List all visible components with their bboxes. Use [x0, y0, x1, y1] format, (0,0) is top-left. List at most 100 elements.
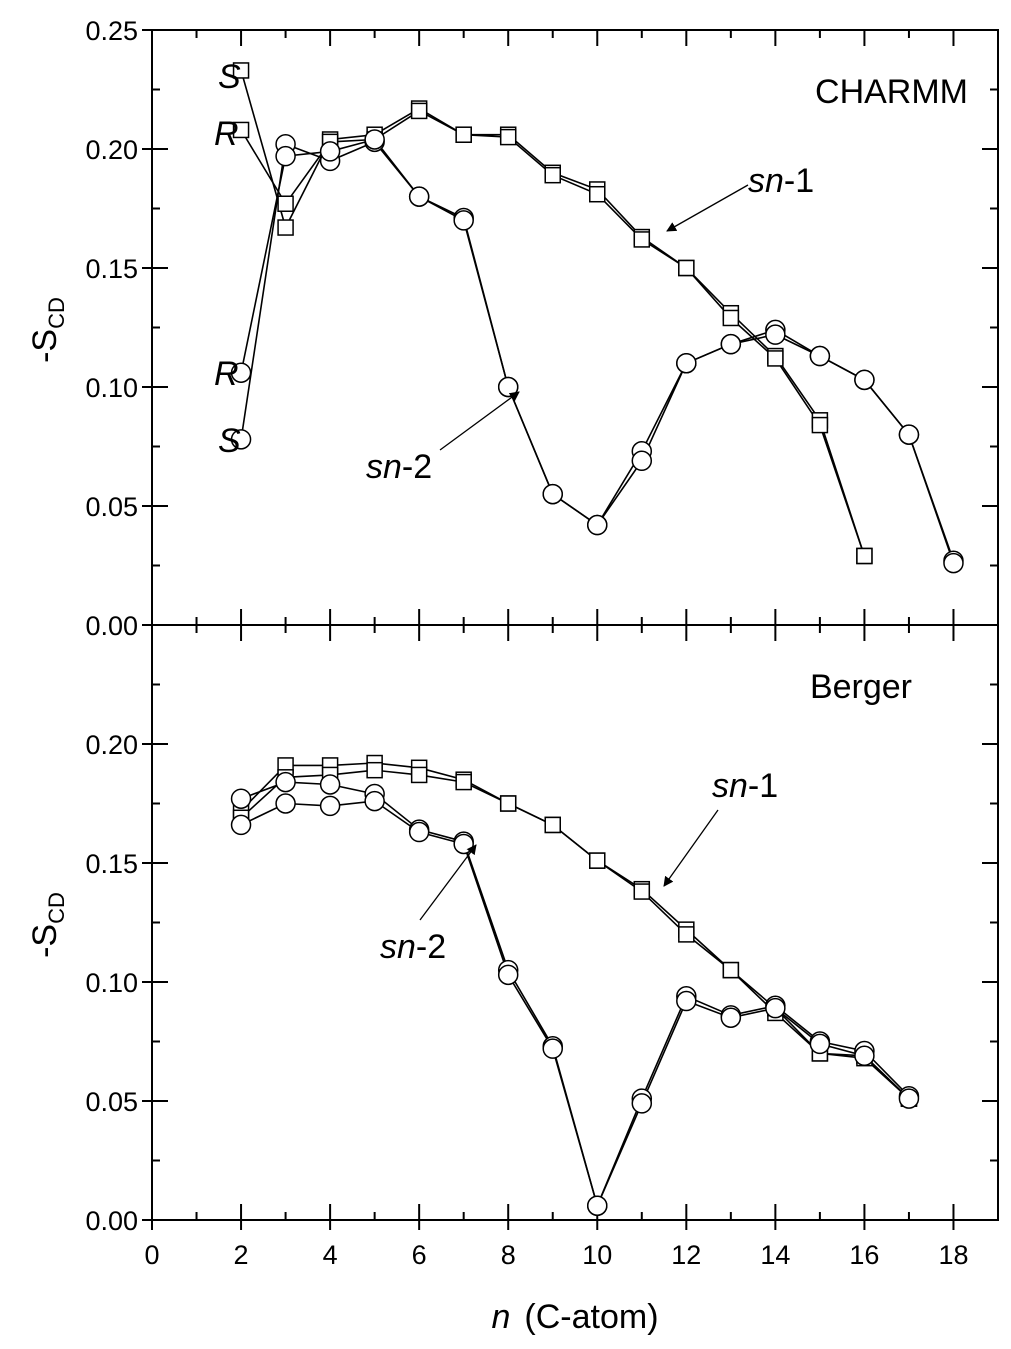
bottom-data-point-circle [631, 1093, 653, 1114]
bottom-sn2-label-italic: sn [380, 928, 416, 966]
bottom-data-point-square [410, 766, 428, 784]
x-tick-label: 4 [323, 1240, 338, 1270]
top-sn1-label: sn-1 [748, 162, 814, 200]
bottom-data-point-circle [408, 821, 430, 843]
bottom-data-point-square [455, 773, 472, 791]
bottom-data-point-circle [898, 1088, 920, 1109]
bottom-y-tick-label: 0.05 [85, 1087, 138, 1117]
bottom-data-point-circle [587, 1195, 608, 1216]
x-tick-label: 0 [144, 1240, 159, 1270]
bottom-y-axis-title-sub: CD [44, 892, 69, 924]
x-axis-title-unit: (C-atom) [524, 1298, 658, 1336]
top-sn2-label: sn-2 [366, 448, 432, 486]
top-data-point-square [856, 547, 873, 565]
annotation-circle-r: R [214, 355, 239, 393]
annotation-circle-s: S [218, 422, 241, 460]
top-data-point-circle [319, 141, 341, 162]
top-panel-label: CHARMM [815, 73, 968, 111]
bottom-data-point-circle [230, 788, 252, 809]
x-tick-label: 6 [412, 1240, 427, 1270]
top-data-point-circle [497, 376, 519, 398]
annotation-square-r: R [214, 115, 239, 153]
top-y-tick-label: 0.10 [85, 373, 138, 403]
top-data-point-circle [898, 424, 920, 445]
top-y-tick-label: 0.20 [85, 135, 138, 165]
bottom-series-line-circle [240, 800, 910, 1209]
top-data-point-square [544, 166, 561, 184]
top-data-point-circle [364, 129, 385, 150]
bottom-data-point-circle [854, 1045, 875, 1067]
top-data-point-square [232, 121, 250, 139]
top-panel-frame [151, 29, 999, 626]
top-data-point-square [499, 128, 517, 146]
x-tick-label: 8 [501, 1240, 516, 1270]
top-data-point-circle [720, 333, 742, 355]
bottom-data-point-circle [364, 790, 385, 812]
x-axis-title: n (C-atom) [491, 1298, 658, 1336]
top-data-point-circle [676, 352, 697, 374]
annotation-square-s: S [218, 58, 241, 96]
bottom-data-point-square [678, 926, 695, 943]
bottom-sn1-label-italic: sn [712, 767, 748, 805]
top-data-point-square [277, 219, 294, 236]
bottom-data-point-circle [720, 1007, 742, 1028]
top-series-line-circle [240, 140, 955, 561]
top-data-point-square [455, 126, 472, 143]
top-data-point-square [722, 309, 740, 327]
bottom-y-tick-label: 0.10 [85, 968, 138, 998]
top-data-point-circle [275, 145, 296, 167]
bottom-data-point-circle [319, 774, 341, 795]
top-data-point-square [589, 185, 606, 203]
top-data-point-square [232, 62, 250, 79]
bottom-panel-label: Berger [810, 668, 912, 706]
bottom-data-point-square [722, 961, 740, 979]
top-data-point-circle [631, 450, 653, 472]
bottom-data-point-circle [809, 1033, 831, 1055]
bottom-sn2-label: sn-2 [380, 928, 446, 966]
bottom-data-point-circle [542, 1038, 563, 1059]
top-data-point-square [277, 195, 294, 212]
bottom-data-point-square [589, 852, 606, 869]
bottom-data-point-circle [319, 795, 341, 817]
bottom-data-point-square [366, 761, 383, 779]
bottom-data-point-circle [275, 771, 296, 793]
top-data-point-square [811, 416, 829, 434]
top-data-point-circle [943, 552, 964, 574]
top-data-point-square [410, 102, 428, 120]
bottom-series-line-circle [240, 781, 910, 1209]
bottom-data-point-circle [765, 997, 786, 1019]
x-axis-title-variable: n [491, 1298, 510, 1336]
x-tick-label: 18 [938, 1240, 968, 1270]
bottom-data-point-circle [275, 793, 296, 814]
x-tick-label: 2 [234, 1240, 249, 1270]
top-data-point-circle [453, 210, 474, 231]
bottom-y-tick-label: 0.15 [85, 849, 138, 879]
bottom-data-point-square [544, 816, 561, 834]
bottom-sn1-label: sn-1 [712, 767, 778, 805]
bottom-sn2-arrow [419, 844, 477, 921]
x-tick-label: 12 [671, 1240, 701, 1270]
bottom-y-tick-label: 0.00 [85, 1206, 138, 1236]
bottom-data-point-circle [453, 833, 474, 855]
top-sn1-arrow [666, 184, 749, 232]
top-data-point-square [678, 259, 695, 277]
bottom-data-point-circle [497, 964, 519, 986]
x-tick-label: 16 [849, 1240, 879, 1270]
bottom-panel-frame [151, 624, 999, 1221]
top-y-axis-title-main: -S [26, 329, 64, 363]
top-sn2-arrow [439, 391, 520, 451]
bottom-y-tick-label: 0.20 [85, 730, 138, 760]
top-data-point-square [767, 350, 784, 367]
top-data-point-circle [230, 362, 252, 383]
top-sn2-label-italic: sn [366, 448, 402, 486]
bottom-y-axis-title-main: -S [26, 924, 64, 958]
top-data-point-circle [230, 429, 252, 450]
bottom-data-point-square [499, 795, 517, 812]
x-tick-label: 10 [582, 1240, 612, 1270]
top-data-point-circle [809, 345, 831, 367]
top-data-point-circle [408, 186, 430, 207]
top-sn1-label-suffix: -1 [784, 162, 814, 200]
top-sn1-label-italic: sn [748, 162, 784, 200]
top-data-point-circle [542, 483, 563, 505]
